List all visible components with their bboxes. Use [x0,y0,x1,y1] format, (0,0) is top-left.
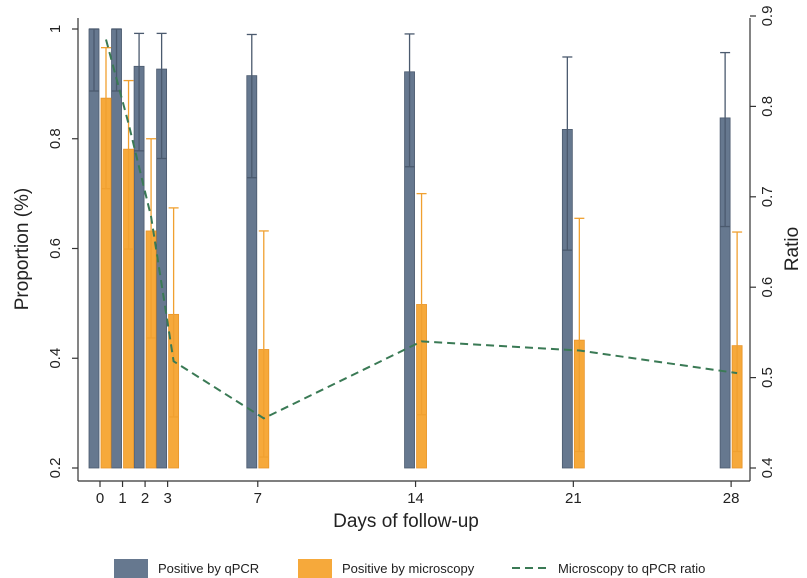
y-tick-label-0.8: 0.8 [47,128,64,149]
legend-label-qpcr: Positive by qPCR [158,561,259,576]
x-tick-label-28: 28 [723,490,740,507]
x-tick-label-21: 21 [565,490,582,507]
x-tick-label-14: 14 [407,490,424,507]
y-axis-title: Proportion (%) [12,188,33,311]
y2-tick-label-0.6: 0.6 [759,277,776,298]
x-tick-label-1: 1 [118,490,126,507]
ratio-line [105,39,738,420]
y2-tick-label-0.7: 0.7 [759,186,776,207]
y-tick-label-0.2: 0.2 [47,458,64,479]
y-tick-label-0.6: 0.6 [47,238,64,259]
y2-tick-label-0.4: 0.4 [759,458,776,479]
y2-tick-label-0.9: 0.9 [759,6,776,27]
y2-axis-title: Ratio [782,227,803,271]
y-tick-label-0.4: 0.4 [47,348,64,369]
legend-label-microscopy: Positive by microscopy [342,561,475,576]
legend: Positive by qPCR Positive by microscopy … [114,559,705,578]
x-axis-title: Days of follow-up [333,511,479,532]
legend-swatch-microscopy [298,559,332,578]
legend-label-ratio: Microscopy to qPCR ratio [558,561,705,576]
y-tick-label-1: 1 [47,25,64,33]
x-tick-label-7: 7 [254,490,262,507]
x-tick-label-0: 0 [96,490,104,507]
legend-swatch-qpcr [114,559,148,578]
x-tick-label-2: 2 [141,490,149,507]
y2-tick-label-0.5: 0.5 [759,367,776,388]
y2-tick-label-0.8: 0.8 [759,96,776,117]
x-tick-label-3: 3 [163,490,171,507]
bar-qpcr-day-0 [88,28,100,469]
